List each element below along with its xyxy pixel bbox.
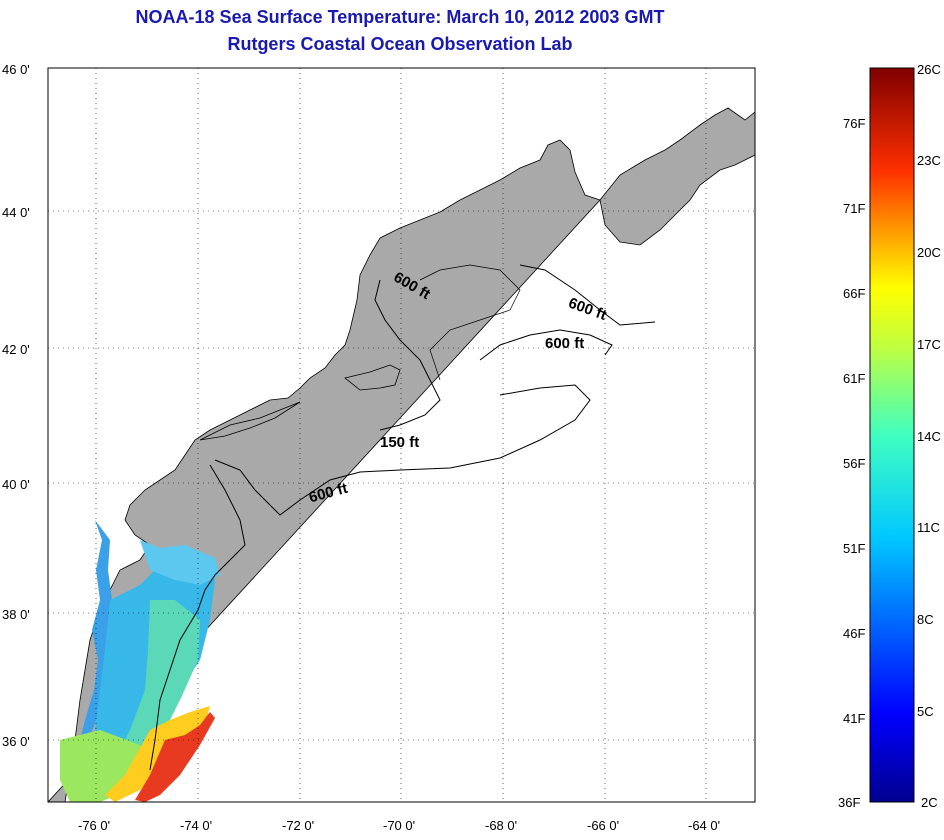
lon-tick-label: -70 0' bbox=[383, 818, 415, 833]
contour-line bbox=[419, 264, 521, 381]
map-title: NOAA-18 Sea Surface Temperature: March 1… bbox=[135, 7, 665, 27]
contour-line bbox=[519, 264, 656, 326]
colorbar-f-label: 51F bbox=[843, 541, 865, 556]
cape-cod bbox=[344, 364, 401, 391]
contour-line bbox=[479, 329, 613, 361]
lat-tick-label: 40 0' bbox=[2, 477, 30, 492]
contour-label: 600 ft bbox=[545, 335, 584, 352]
lon-tick-label: -66 0' bbox=[587, 818, 619, 833]
long-island bbox=[199, 401, 301, 441]
contour-line bbox=[149, 464, 246, 771]
sst-patch-north bbox=[140, 540, 220, 585]
latitude-axis: 46 0' 44 0' 42 0' 40 0' 38 0' 36 0' bbox=[2, 62, 30, 749]
colorbar-f-label: 36F bbox=[838, 795, 860, 810]
colorbar-fahrenheit-labels: 76F 71F 66F 61F 56F 51F 46F 41F 36F bbox=[838, 116, 865, 810]
lake bbox=[52, 186, 88, 214]
lon-tick-label: -76 0' bbox=[78, 818, 110, 833]
colorbar-c-label: 20C bbox=[917, 245, 941, 260]
contour-label: 150 ft bbox=[380, 434, 419, 451]
lat-tick-label: 38 0' bbox=[2, 607, 30, 622]
lon-tick-label: -68 0' bbox=[485, 818, 517, 833]
colorbar-f-label: 61F bbox=[843, 371, 865, 386]
colorbar-c-label: 2C bbox=[921, 795, 938, 810]
colorbar-c-label: 14C bbox=[917, 429, 941, 444]
lon-tick-label: -64 0' bbox=[688, 818, 720, 833]
lon-tick-label: -74 0' bbox=[180, 818, 212, 833]
colorbar-f-label: 76F bbox=[843, 116, 865, 131]
sst-patch-hot bbox=[135, 712, 215, 802]
colorbar bbox=[869, 67, 915, 803]
colorbar-c-label: 8C bbox=[917, 612, 934, 627]
colorbar-c-label: 26C bbox=[917, 62, 941, 77]
lake bbox=[203, 94, 221, 110]
map-frame bbox=[47, 67, 756, 803]
colorbar-f-label: 56F bbox=[843, 456, 865, 471]
colorbar-c-label: 5C bbox=[917, 704, 934, 719]
map-subtitle: Rutgers Coastal Ocean Observation Lab bbox=[227, 34, 573, 54]
contour-line bbox=[374, 279, 441, 431]
colorbar-c-label: 17C bbox=[917, 337, 941, 352]
sst-patch-warm bbox=[105, 706, 210, 802]
contour-line bbox=[214, 384, 591, 516]
lake bbox=[227, 138, 237, 182]
colorbar-c-label: 11C bbox=[917, 520, 940, 535]
lat-tick-label: 46 0' bbox=[2, 62, 30, 77]
colorbar-f-label: 71F bbox=[843, 201, 865, 216]
lat-tick-label: 36 0' bbox=[2, 734, 30, 749]
colorbar-c-label: 23C bbox=[917, 153, 941, 168]
lat-tick-label: 44 0' bbox=[2, 205, 30, 220]
colorbar-f-label: 66F bbox=[843, 286, 865, 301]
colorbar-f-label: 46F bbox=[843, 626, 865, 641]
colorbar-celsius-labels: 26C 23C 20C 17C 14C 11C 8C 5C 2C bbox=[917, 62, 941, 810]
lon-tick-label: -72 0' bbox=[282, 818, 314, 833]
lat-tick-label: 42 0' bbox=[2, 342, 30, 357]
longitude-axis: -76 0' -74 0' -72 0' -70 0' -68 0' -66 0… bbox=[78, 818, 720, 833]
colorbar-f-label: 41F bbox=[843, 711, 865, 726]
